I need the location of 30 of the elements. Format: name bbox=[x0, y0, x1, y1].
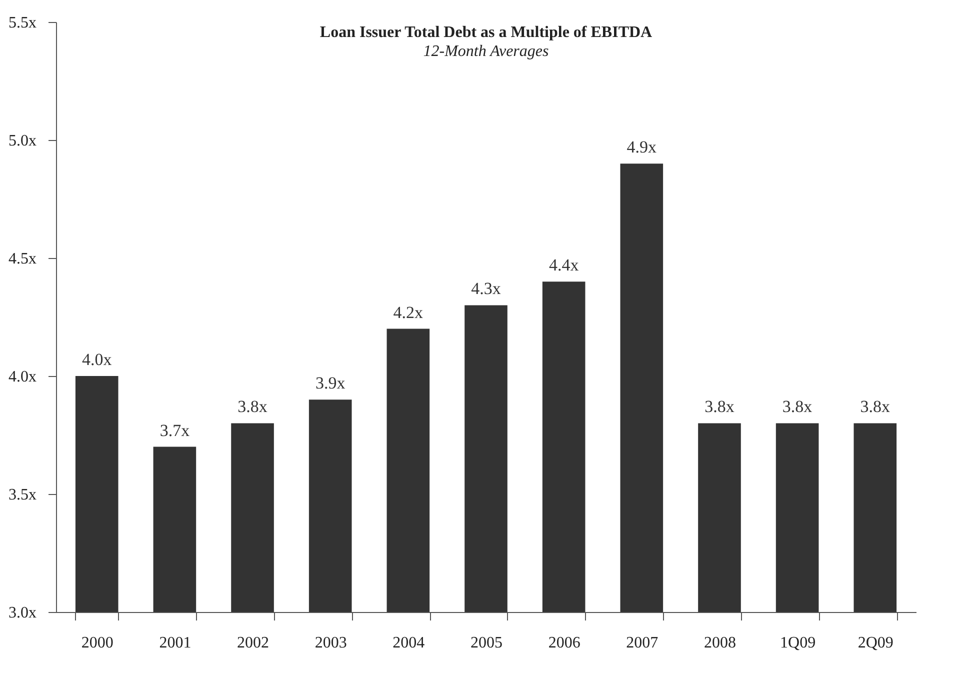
chart-title: Loan Issuer Total Debt as a Multiple of EBITDA bbox=[320, 24, 653, 41]
x-tick-label: 2002 bbox=[237, 634, 270, 652]
y-tick-label: 3.0x bbox=[8, 604, 36, 622]
x-tick-label: 1Q09 bbox=[780, 634, 816, 652]
data-label: 3.7x bbox=[160, 420, 190, 440]
x-tick-label: 2006 bbox=[548, 634, 580, 652]
data-label: 3.8x bbox=[782, 397, 813, 416]
y-tick-label: 5.5x bbox=[8, 14, 36, 32]
x-tick-label: 2000 bbox=[81, 634, 114, 652]
x-tick-label: 2007 bbox=[626, 634, 658, 652]
text: 12-Month Averages bbox=[423, 43, 549, 60]
data-label: 4.9x bbox=[626, 138, 658, 157]
data-label: 4.4x bbox=[548, 256, 580, 275]
y-tick-label: 4.0x bbox=[8, 368, 36, 386]
y-tick-label: 5.0x bbox=[8, 132, 36, 150]
data-label: 3.8x bbox=[238, 397, 268, 416]
data-label: 3.8x bbox=[860, 397, 891, 416]
data-label: 3.8x bbox=[704, 397, 735, 416]
data-label: 3.9x bbox=[315, 374, 346, 393]
y-tick-label: 4.5x bbox=[8, 250, 36, 268]
x-tick-label: 2005 bbox=[470, 634, 502, 652]
data-label: 4.3x bbox=[471, 279, 502, 298]
x-tick-label: 2004 bbox=[392, 634, 425, 652]
x-tick-label: 2008 bbox=[704, 634, 736, 652]
x-tick-label: 2003 bbox=[314, 634, 347, 652]
data-label: 4.2x bbox=[393, 302, 424, 322]
x-tick-label: 2001 bbox=[159, 634, 192, 652]
data-label: 4.0x bbox=[82, 350, 112, 369]
y-tick-label: 3.5x bbox=[8, 486, 36, 504]
x-tick-label: 2Q09 bbox=[858, 634, 894, 652]
